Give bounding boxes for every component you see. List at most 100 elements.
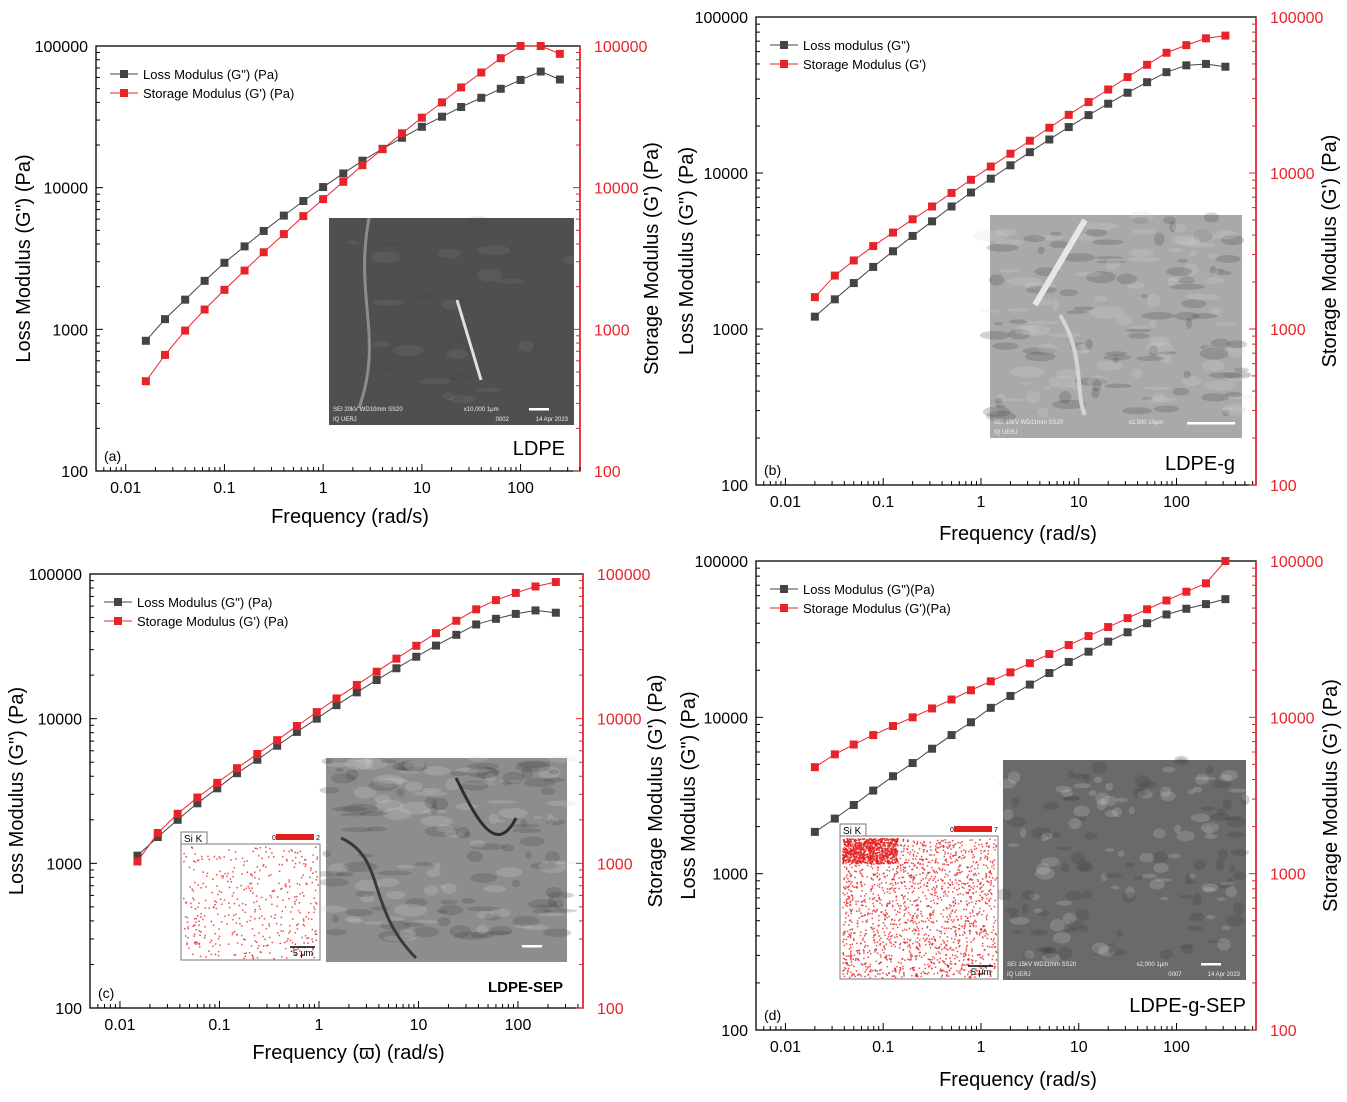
eds-dot <box>214 856 216 858</box>
eds-dot <box>262 924 264 926</box>
eds-dot <box>185 856 187 858</box>
eds-dot <box>880 846 882 848</box>
eds-dot <box>987 903 989 905</box>
loss-data-point <box>1006 692 1014 700</box>
sem-texture <box>1197 777 1216 781</box>
eds-dot <box>254 935 256 937</box>
eds-dot <box>220 858 222 860</box>
eds-dot <box>855 976 857 978</box>
eds-dot <box>867 843 869 845</box>
x-tick-label: 0.01 <box>770 494 801 511</box>
eds-dot <box>942 975 944 977</box>
eds-dot <box>901 883 903 885</box>
eds-dot <box>217 913 219 915</box>
eds-dot <box>949 963 951 965</box>
eds-dot <box>962 964 964 966</box>
sem-texture <box>524 247 535 253</box>
storage-data-point <box>457 83 465 91</box>
eds-dot <box>964 969 966 971</box>
eds-dot <box>850 839 852 841</box>
eds-dot <box>969 933 971 935</box>
eds-dot <box>963 887 965 889</box>
eds-dot <box>869 977 871 979</box>
eds-dot <box>249 888 251 890</box>
eds-dot <box>844 894 846 896</box>
eds-dot <box>873 906 875 908</box>
eds-dot <box>967 917 969 919</box>
sem-texture <box>1015 325 1040 335</box>
x-tick-label: 1 <box>315 1017 324 1034</box>
eds-dot <box>882 844 884 846</box>
eds-dot <box>892 869 894 871</box>
eds-dot <box>886 905 888 907</box>
eds-dot <box>295 944 297 946</box>
eds-dot <box>961 967 963 969</box>
eds-dot <box>881 859 883 861</box>
sem-texture <box>1206 915 1215 919</box>
eds-dot <box>973 888 975 890</box>
eds-dot <box>955 955 957 957</box>
eds-dot <box>270 895 272 897</box>
storage-data-point <box>154 829 162 837</box>
sem-texture <box>1008 771 1021 783</box>
sem-texture <box>1142 874 1157 879</box>
storage-data-point <box>850 741 858 749</box>
storage-data-point <box>948 696 956 704</box>
loss-data-point <box>948 731 956 739</box>
eds-dot <box>922 971 924 973</box>
eds-dot <box>895 891 897 893</box>
eds-dot <box>916 973 918 975</box>
eds-dot <box>918 897 920 899</box>
eds-dot <box>891 945 893 947</box>
storage-data-point <box>987 163 995 171</box>
sem-texture <box>512 828 541 833</box>
eds-dot <box>945 958 947 960</box>
eds-dot <box>867 919 869 921</box>
eds-dot <box>849 840 851 842</box>
eds-dot <box>993 886 995 888</box>
eds-dot <box>901 894 903 896</box>
eds-dot <box>877 925 879 927</box>
eds-dot <box>888 934 890 936</box>
eds-dot <box>845 913 847 915</box>
eds-dot <box>971 870 973 872</box>
eds-dot <box>887 857 889 859</box>
eds-dot <box>259 906 261 908</box>
sem-texture <box>485 290 512 296</box>
eds-dot <box>872 887 874 889</box>
eds-dot <box>884 848 886 850</box>
eds-dot <box>959 960 961 962</box>
eds-dot <box>865 921 867 923</box>
eds-dot <box>913 855 915 857</box>
eds-dot <box>967 882 969 884</box>
eds-dot <box>848 853 850 855</box>
eds-dot <box>916 916 918 918</box>
eds-dot <box>937 862 939 864</box>
eds-dot <box>901 936 903 938</box>
eds-dot <box>857 926 859 928</box>
eds-dot <box>848 847 850 849</box>
eds-dot <box>912 845 914 847</box>
eds-dot <box>195 921 197 923</box>
eds-dot <box>952 921 954 923</box>
sem-texture <box>410 293 444 300</box>
eds-dot <box>202 919 204 921</box>
eds-dot <box>903 898 905 900</box>
eds-dot <box>976 848 978 850</box>
eds-dot <box>219 871 221 873</box>
eds-dot <box>844 976 846 978</box>
eds-dot <box>867 967 869 969</box>
eds-dot <box>852 899 854 901</box>
sem-texture <box>1162 767 1175 773</box>
eds-dot <box>952 891 954 893</box>
eds-dot <box>303 895 305 897</box>
eds-dot <box>306 916 308 918</box>
eds-dot <box>995 845 997 847</box>
eds-dot <box>957 894 959 896</box>
eds-dot <box>892 928 894 930</box>
eds-dot <box>904 909 906 911</box>
eds-dot <box>869 846 871 848</box>
eds-dot <box>187 926 189 928</box>
eds-dot <box>242 857 244 859</box>
eds-dot <box>226 923 228 925</box>
